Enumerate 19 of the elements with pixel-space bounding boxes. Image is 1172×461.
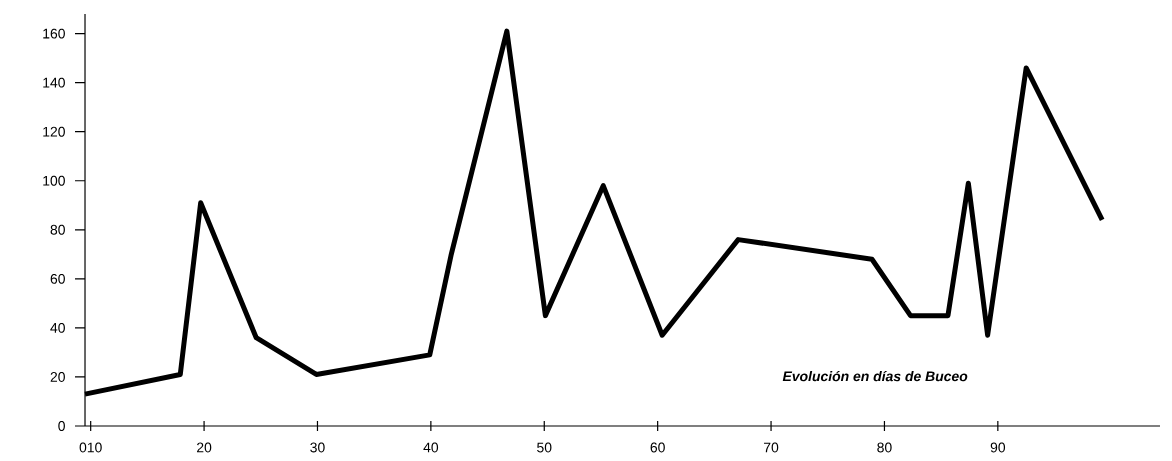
x-tick-label: 60 <box>650 442 665 453</box>
y-tick-label: 40 <box>50 322 65 333</box>
y-tick-label: 120 <box>43 126 65 137</box>
y-tick-label: 60 <box>50 273 65 284</box>
y-tick-label: 20 <box>50 371 65 382</box>
x-tick-label: 80 <box>877 442 892 453</box>
y-tick-label: 0 <box>58 421 65 431</box>
x-tick-label: 50 <box>537 442 552 453</box>
y-tick-label: 100 <box>43 175 65 186</box>
x-tick-label: 010 <box>79 442 102 453</box>
x-tick-label: 70 <box>764 442 779 453</box>
x-tick-label: 30 <box>310 442 325 453</box>
x-tick-label: 20 <box>197 442 212 453</box>
y-tick-label: 160 <box>43 28 65 39</box>
x-tick-label: 90 <box>990 442 1006 453</box>
x-tick-label: 40 <box>423 442 439 453</box>
y-tick-label: 80 <box>50 224 65 235</box>
annotation: Evolución en días de Buceo <box>782 370 968 382</box>
y-tick-label: 140 <box>43 77 65 88</box>
